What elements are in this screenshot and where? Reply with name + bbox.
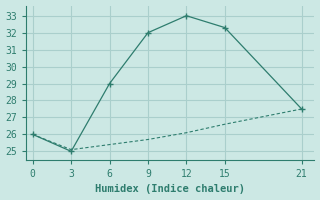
- X-axis label: Humidex (Indice chaleur): Humidex (Indice chaleur): [95, 184, 245, 194]
